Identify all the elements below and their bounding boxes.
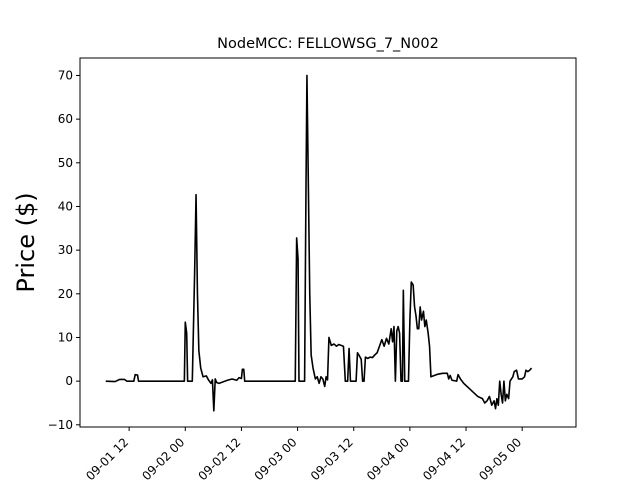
y-tick-label: 70 — [58, 68, 73, 82]
y-axis-label: Price ($) — [12, 192, 40, 292]
y-tick-label: 40 — [58, 199, 73, 213]
y-tick-label: 20 — [58, 287, 73, 301]
x-tick-label: 09-03 12 — [308, 435, 356, 480]
chart-title: NodeMCC: FELLOWSG_7_N002 — [217, 36, 439, 52]
x-tick-label: 09-01 12 — [83, 435, 131, 480]
plot-frame — [79, 57, 577, 428]
x-tick-label: 09-04 00 — [364, 435, 412, 480]
y-tick-label: 60 — [58, 112, 73, 126]
x-tick-label: 09-02 00 — [139, 435, 187, 480]
x-tick-label: 09-04 12 — [420, 435, 468, 480]
axis-ticks: −10 0 10 20 30 40 50 60 70 09-01 12 09-02 00 09-02 … — [48, 68, 525, 480]
x-tick-label: 09-03 00 — [252, 435, 300, 480]
x-tick-label: 09-02 12 — [196, 435, 244, 480]
y-tick-label: 30 — [58, 243, 73, 257]
y-tick-label: 10 — [58, 330, 73, 344]
series-line-0 — [105, 74, 533, 412]
y-tick-label: −10 — [48, 418, 73, 432]
x-tick-label: 09-05 00 — [476, 435, 524, 480]
y-tick-label: 50 — [58, 156, 73, 170]
plot-area — [105, 74, 533, 412]
y-tick-label: 0 — [65, 374, 73, 388]
